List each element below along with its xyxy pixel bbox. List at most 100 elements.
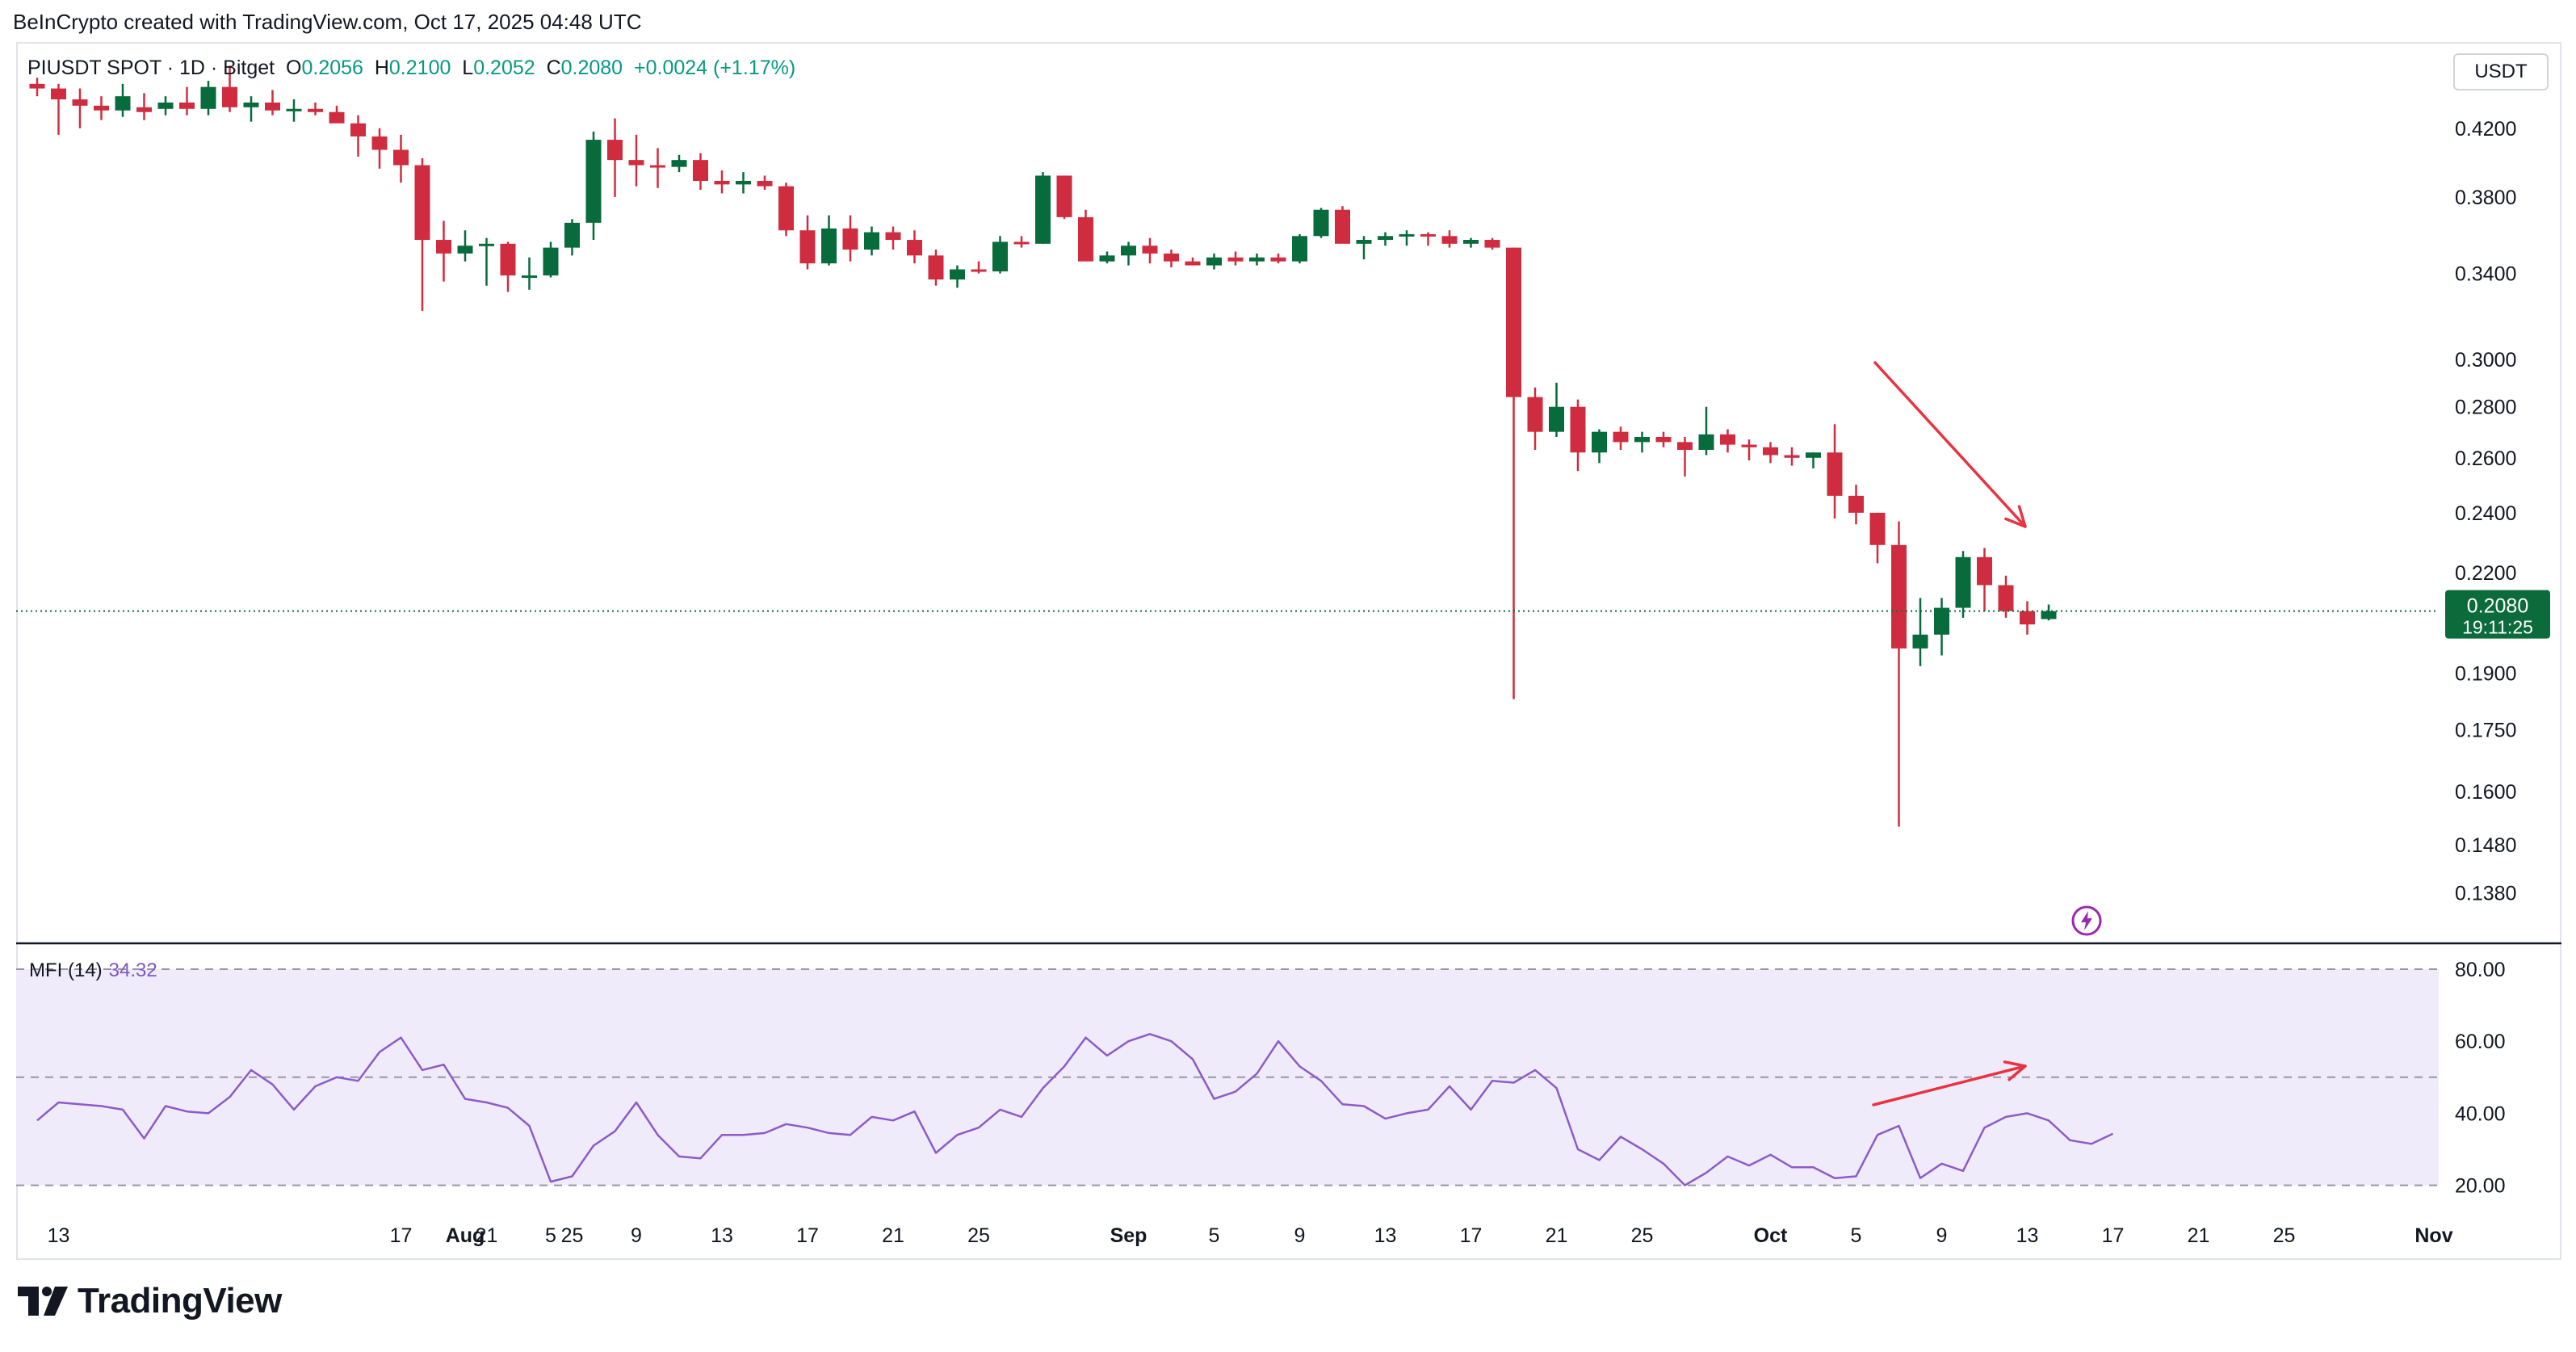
- mfi-tick-label: 80.00: [2455, 959, 2506, 981]
- price-tick-label: 0.3800: [2455, 187, 2516, 209]
- candle-body: [1677, 442, 1693, 451]
- time-tick-label: 17: [390, 1224, 413, 1247]
- candle-body: [1185, 261, 1201, 266]
- candle: [1912, 598, 1928, 666]
- candle: [585, 131, 602, 241]
- candle: [136, 93, 152, 120]
- candle-body: [1806, 452, 1821, 458]
- candle-body: [200, 86, 216, 109]
- candle-body: [885, 232, 901, 241]
- time-tick-label: 9: [631, 1224, 642, 1247]
- price-tick-label: 0.1600: [2455, 781, 2516, 804]
- candle-body: [671, 160, 687, 167]
- price-downtrend-arrow-shaft: [1873, 361, 2027, 528]
- candle: [650, 148, 665, 188]
- candle-body: [1506, 247, 1521, 397]
- candle-body: [222, 86, 237, 107]
- candle: [950, 265, 965, 288]
- currency-selector[interactable]: USDT: [2453, 53, 2549, 90]
- chart-attribution: BeInCrypto created with TradingView.com,…: [13, 10, 642, 34]
- candle-body: [1420, 233, 1436, 237]
- candle-body: [1441, 236, 1458, 244]
- candle: [1934, 598, 1949, 656]
- candle: [1270, 253, 1286, 264]
- price-tick-label: 0.2600: [2455, 447, 2516, 470]
- price-tick-label: 0.4200: [2455, 118, 2516, 141]
- candle-body: [1378, 236, 1393, 241]
- candle: [1570, 399, 1586, 472]
- time-tick-label: Oct: [1754, 1224, 1788, 1247]
- candle-body: [72, 99, 88, 106]
- candle: [243, 96, 259, 122]
- candle-body: [1335, 209, 1350, 244]
- candle-body: [736, 180, 751, 185]
- price-tick-label: 0.1750: [2455, 720, 2516, 742]
- candle: [885, 226, 901, 250]
- symbol-name[interactable]: PIUSDT SPOT · 1D · Bitget: [27, 57, 275, 79]
- candle-body: [1848, 495, 1864, 513]
- candle: [1613, 426, 1629, 451]
- time-tick-label: 5: [1851, 1224, 1862, 1247]
- candle-body: [1121, 246, 1136, 256]
- candle-body: [436, 240, 451, 254]
- tradingview-brand[interactable]: TradingView: [18, 1281, 282, 1321]
- candle-body: [479, 243, 494, 246]
- price-tick-label: 0.2400: [2455, 502, 2516, 525]
- candle: [971, 261, 987, 274]
- candle-body: [799, 230, 816, 264]
- candle: [1763, 442, 1778, 464]
- candle-body: [371, 136, 388, 150]
- candle-body: [907, 240, 922, 256]
- mfi-indicator-legend[interactable]: MFI (14) 34.32: [29, 959, 157, 982]
- candle: [736, 172, 751, 194]
- time-tick-label: 17: [2102, 1224, 2125, 1247]
- candle: [457, 230, 473, 262]
- candle: [265, 90, 280, 115]
- time-tick-label: 25: [561, 1224, 584, 1247]
- candle-body: [1592, 431, 1607, 453]
- brand-name: TradingView: [78, 1281, 282, 1321]
- price-downtrend-arrow-head: [2004, 505, 2027, 528]
- candle-body: [243, 102, 259, 107]
- candle: [500, 241, 516, 292]
- mfi-tick-label: 60.00: [2455, 1031, 2506, 1053]
- candle: [414, 158, 430, 311]
- candle: [522, 257, 537, 290]
- candle-body: [1613, 431, 1629, 443]
- lightning-icon[interactable]: [2070, 905, 2103, 937]
- candle-body: [1570, 406, 1586, 453]
- time-tick-label: 13: [2016, 1224, 2039, 1247]
- candle-body: [1655, 436, 1672, 443]
- candle: [821, 215, 837, 266]
- candle: [222, 65, 237, 112]
- mfi-label: MFI (14): [29, 959, 103, 981]
- candle: [1378, 232, 1393, 246]
- candle-body: [457, 246, 473, 254]
- candle-body: [308, 108, 323, 112]
- low-value: 0.2052: [473, 57, 535, 79]
- candle-body: [2020, 611, 2035, 625]
- mfi-uptrend-arrow-head: [2003, 1060, 2027, 1081]
- time-tick-label: 21: [476, 1224, 498, 1247]
- candle-body: [265, 102, 280, 111]
- time-tick-label: 5: [1209, 1224, 1220, 1247]
- candle: [29, 78, 45, 97]
- candle: [51, 83, 66, 135]
- candle: [94, 96, 109, 120]
- candle: [200, 81, 216, 115]
- candle-body: [1869, 512, 1886, 545]
- candle-body: [179, 102, 195, 109]
- candle-body: [1399, 233, 1415, 237]
- candle-body: [564, 222, 580, 248]
- candle-body: [1827, 452, 1843, 496]
- candle-body: [950, 269, 965, 280]
- price-downtrend-arrow: [1873, 361, 2027, 528]
- price-tick-label: 0.3000: [2455, 349, 2516, 372]
- price-tick-label: 0.1380: [2455, 883, 2516, 905]
- candle-body: [1698, 434, 1714, 451]
- candle-body: [51, 88, 66, 100]
- price-tick-label: 0.1480: [2455, 834, 2516, 857]
- candle-body: [714, 180, 730, 185]
- candle: [1099, 251, 1115, 264]
